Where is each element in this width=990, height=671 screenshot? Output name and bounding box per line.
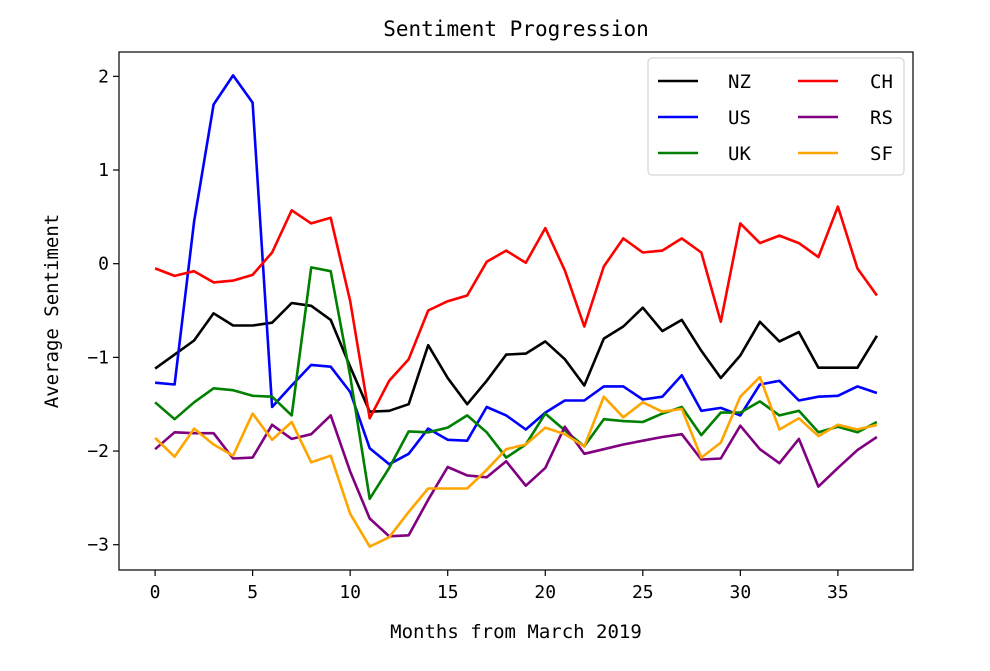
x-tick-label: 30 [730,582,752,603]
y-tick-label: −1 [87,347,109,368]
series-line-nz [154,301,879,414]
legend-label-nz: NZ [728,71,751,93]
y-tick-label: 1 [98,160,109,181]
x-tick-label: 15 [437,582,459,603]
legend-label-rs: RS [870,107,893,129]
legend-label-sf: SF [870,143,893,165]
series-line-us [154,74,878,466]
series-line-ch [154,205,878,420]
y-tick-label: 2 [98,66,109,87]
x-tick-label: 5 [247,582,258,603]
x-tick-label: 20 [534,582,556,603]
chart-title: Sentiment Progression [383,17,649,41]
plot-frame [118,51,914,571]
x-tick-label: 25 [632,582,654,603]
x-tick-label: 0 [150,582,161,603]
legend-label-ch: CH [870,71,893,93]
x-tick-label: 10 [339,582,361,603]
y-tick-label: −3 [87,535,109,556]
x-axis-label: Months from March 2019 [390,621,642,643]
series-line-rs [154,414,878,538]
series-line-sf [154,375,878,548]
legend-label-uk: UK [728,143,751,165]
legend-label-us: US [728,107,751,129]
y-tick-label: 0 [98,254,109,275]
x-tick-label: 35 [827,582,849,603]
y-axis-label: Average Sentiment [41,214,63,408]
series-line-uk [154,266,878,501]
y-tick-label: −2 [87,441,109,462]
legend-box [647,57,905,176]
